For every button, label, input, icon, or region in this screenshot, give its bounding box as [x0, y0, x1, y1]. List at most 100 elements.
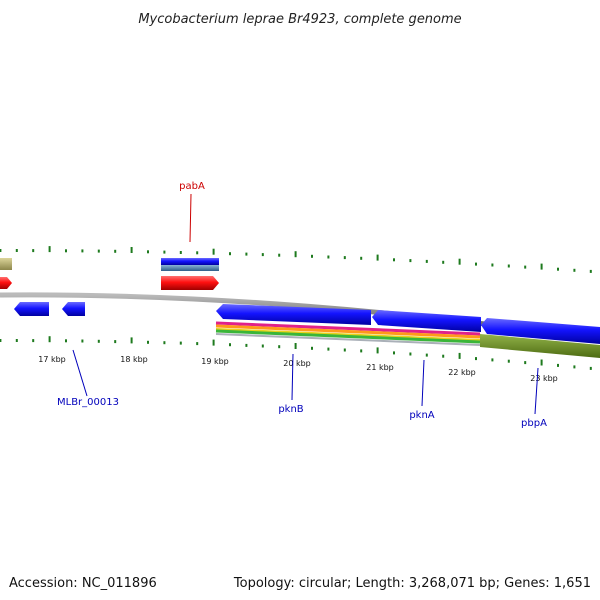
outer-major-tick: [130, 247, 133, 253]
outer-minor-tick: [147, 250, 149, 254]
MLBr_00013-leader: [72, 349, 88, 397]
band-magenta: [215, 321, 481, 336]
accession-text: Accession: NC_011896: [9, 576, 157, 591]
outer-minor-tick: [557, 267, 559, 271]
red-cds-left: [0, 277, 12, 289]
inner-minor-tick: [245, 343, 248, 347]
inner-major-tick: [48, 336, 51, 343]
inner-minor-tick: [65, 339, 67, 343]
outer-minor-tick: [393, 258, 395, 262]
inner-minor-tick: [0, 339, 2, 342]
outer-major-tick: [294, 251, 297, 258]
outer-minor-tick: [196, 251, 199, 255]
blue-cds-pknA: [372, 310, 481, 332]
outer-minor-tick: [524, 265, 527, 269]
pknB-leader: [291, 353, 294, 401]
outer-minor-tick: [163, 250, 166, 254]
inner-minor-tick: [15, 339, 18, 342]
tick-label-22: 22 kbp: [448, 368, 476, 377]
outer-minor-tick: [229, 252, 231, 256]
band-green: [215, 329, 481, 344]
outer-major-tick: [540, 263, 543, 270]
outer-minor-tick: [360, 256, 363, 260]
inner-major-tick: [540, 359, 543, 366]
inner-major-tick: [130, 337, 133, 344]
inner-minor-tick: [425, 353, 428, 357]
inner-minor-tick: [393, 351, 395, 355]
outer-minor-tick: [245, 252, 248, 256]
reverse-strand-features: [14, 302, 600, 358]
olive-feature-pbpA: [480, 334, 600, 358]
outer-major-tick: [376, 254, 379, 261]
blue-cds-MLBr_00013-b: [62, 302, 85, 316]
tick-label-23: 23 kbp: [530, 374, 558, 383]
blue-cds-pabA-region: [161, 258, 219, 265]
inner-minor-tick: [343, 348, 346, 352]
inner-minor-tick: [179, 341, 182, 345]
outer-major-tick: [48, 246, 51, 253]
inner-minor-tick: [311, 346, 313, 350]
gene-label-pknA: pknA: [409, 410, 434, 421]
outer-minor-tick: [81, 249, 84, 253]
outer-minor-tick: [409, 259, 412, 263]
inner-minor-tick: [327, 347, 330, 351]
outer-major-tick: [212, 248, 215, 255]
tick-label-20: 20 kbp: [283, 359, 311, 368]
band-grey: [215, 333, 481, 346]
outer-tick-row: [0, 246, 592, 273]
pknA-leader: [421, 359, 425, 407]
outer-major-tick: [458, 258, 461, 265]
inner-minor-tick: [360, 349, 363, 353]
outer-minor-tick: [425, 259, 428, 263]
gene-label-MLBr_00013: MLBr_00013: [57, 397, 119, 408]
gene-label-pbpA: pbpA: [521, 418, 547, 429]
tick-label-18: 18 kbp: [120, 355, 148, 364]
inner-minor-tick: [278, 345, 281, 349]
inner-minor-tick: [409, 352, 412, 356]
outer-minor-tick: [15, 249, 18, 252]
outer-minor-tick: [491, 263, 494, 267]
outer-minor-tick: [65, 249, 67, 253]
inner-minor-tick: [573, 365, 576, 369]
outer-minor-tick: [0, 249, 2, 252]
outer-minor-tick: [97, 249, 100, 253]
inner-minor-tick: [81, 339, 84, 343]
inner-major-tick: [458, 352, 461, 359]
tick-label-17: 17 kbp: [38, 355, 66, 364]
outer-minor-tick: [507, 264, 510, 268]
inner-tick-row: [0, 336, 592, 370]
inner-minor-tick: [557, 363, 559, 367]
inner-major-tick: [294, 343, 297, 349]
outer-minor-tick: [327, 255, 330, 259]
map-title: Mycobacterium leprae Br4923, complete ge…: [138, 12, 461, 27]
pabA-leader: [189, 193, 192, 243]
gene-label-pabA: pabA: [179, 181, 205, 192]
outer-minor-tick: [261, 253, 264, 257]
inner-minor-tick: [475, 357, 477, 361]
outer-minor-tick: [589, 269, 592, 273]
genome-summary-text: Topology: circular; Length: 3,268,071 bp…: [233, 576, 591, 591]
blue-cds-MLBr_00013-a: [14, 302, 49, 316]
gene-label-pknB: pknB: [278, 404, 303, 415]
pbpA-leader: [534, 367, 539, 415]
inner-minor-tick: [196, 342, 199, 346]
outer-minor-tick: [278, 253, 281, 257]
inner-minor-tick: [524, 361, 527, 365]
tick-label-19: 19 kbp: [201, 357, 229, 366]
outer-minor-tick: [442, 260, 445, 264]
outer-minor-tick: [343, 256, 346, 260]
band-orange: [215, 324, 481, 339]
blue-cds-pbpA: [481, 318, 600, 344]
tick-label-21: 21 kbp: [366, 363, 394, 372]
inner-minor-tick: [589, 366, 592, 370]
forward-strand-features: [0, 258, 219, 290]
outer-minor-tick: [311, 254, 313, 258]
inner-minor-tick: [32, 339, 35, 343]
outer-minor-tick: [114, 249, 117, 253]
band-yellow: [215, 328, 481, 341]
outer-minor-tick: [475, 262, 477, 266]
inner-minor-tick: [97, 339, 100, 343]
inner-major-tick: [212, 339, 215, 346]
inner-minor-tick: [229, 343, 231, 347]
steel-feature-pabA-region: [161, 265, 219, 271]
